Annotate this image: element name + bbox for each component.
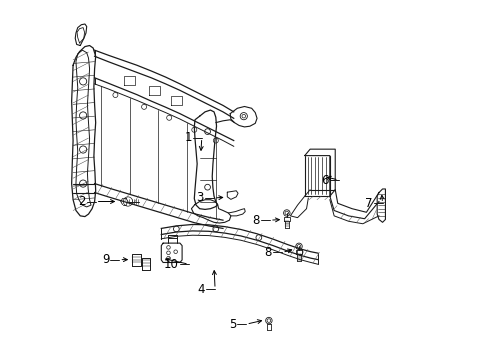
Text: 1: 1 [184,131,191,144]
Text: 6: 6 [321,174,328,186]
Text: 10: 10 [163,258,179,271]
Text: 8: 8 [264,246,271,259]
Text: 5: 5 [228,318,236,331]
Text: 3: 3 [196,192,203,204]
Text: 9: 9 [102,253,109,266]
Text: 7: 7 [364,197,372,210]
Text: 8: 8 [252,214,260,227]
Text: 4: 4 [197,283,204,296]
Text: 2: 2 [78,195,85,208]
